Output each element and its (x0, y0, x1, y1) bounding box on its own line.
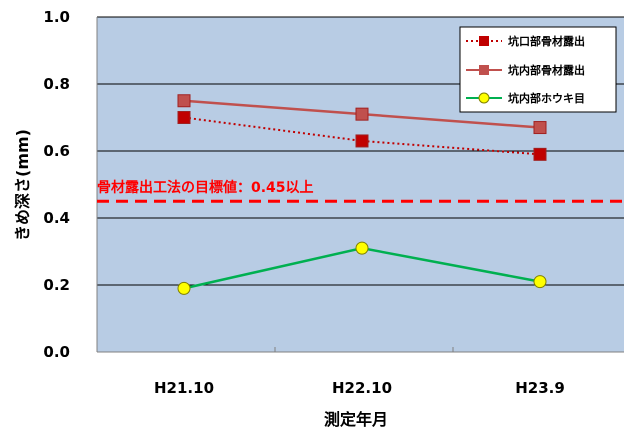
data-point (177, 281, 191, 295)
data-point (177, 111, 191, 124)
legend-swatch-marker (478, 92, 490, 104)
x-tick-label: H21.10 (154, 379, 214, 397)
legend-swatch-marker (479, 36, 489, 46)
legend-label-2: 坑内部骨材露出 (508, 63, 585, 77)
data-point (533, 121, 547, 135)
data-point (533, 147, 547, 161)
x-axis-title: 測定年月 (324, 410, 388, 429)
legend: 坑口部骨材露出 坑内部骨材露出 坑内部ホウキ目 (459, 26, 617, 113)
legend-items (466, 36, 502, 104)
legend-swatch-marker (479, 65, 489, 75)
data-point (355, 134, 369, 148)
series-group (177, 94, 547, 295)
x-tick-label: H22.10 (332, 379, 392, 397)
target-line-label: 骨材露出工法の目標値：0.45以上 (97, 179, 314, 196)
y-tick-label: 0.6 (43, 142, 70, 160)
data-point (533, 275, 547, 289)
data-point (355, 107, 369, 121)
y-tick-label: 0.4 (43, 209, 70, 227)
y-tick-labels: 0.0 0.2 0.4 0.6 0.8 1.0 (43, 8, 70, 361)
x-tick-label: H23.9 (515, 379, 565, 397)
y-tick-label: 1.0 (43, 8, 70, 26)
y-tick-label: 0.0 (43, 343, 70, 361)
y-tick-label: 0.8 (43, 75, 70, 93)
y-tick-label: 0.2 (43, 276, 70, 294)
x-tick-labels: H21.10 H22.10 H23.9 (154, 347, 565, 397)
legend-label-3: 坑内部ホウキ目 (508, 91, 585, 105)
data-point (177, 94, 191, 108)
y-axis-title: きめ深さ(mm) (13, 129, 32, 241)
data-point (355, 241, 369, 255)
target-line-group: 骨材露出工法の目標値：0.45以上 (97, 179, 624, 203)
legend-label-1: 坑口部骨材露出 (508, 34, 585, 48)
